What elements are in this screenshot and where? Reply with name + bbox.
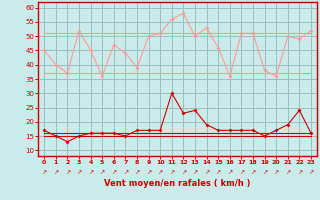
X-axis label: Vent moyen/en rafales ( km/h ): Vent moyen/en rafales ( km/h ) <box>104 179 251 188</box>
